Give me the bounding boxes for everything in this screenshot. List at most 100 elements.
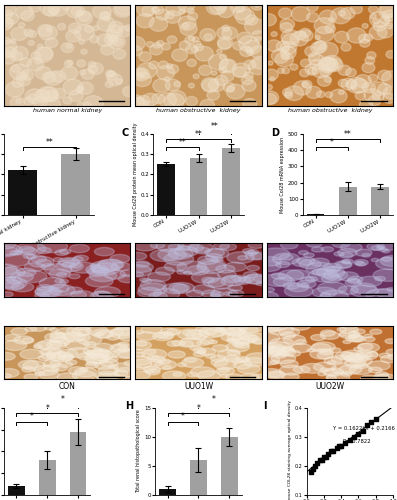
Circle shape [173, 372, 182, 376]
Circle shape [25, 89, 44, 104]
Circle shape [91, 264, 99, 268]
Circle shape [12, 78, 24, 88]
Circle shape [238, 330, 247, 334]
Circle shape [341, 350, 365, 360]
Text: D: D [271, 128, 279, 138]
Circle shape [237, 364, 260, 374]
Circle shape [219, 368, 229, 372]
Circle shape [37, 289, 52, 295]
Circle shape [366, 352, 378, 356]
X-axis label: human normal kidney: human normal kidney [33, 108, 102, 114]
Circle shape [35, 90, 50, 102]
Circle shape [75, 334, 90, 341]
Circle shape [349, 335, 363, 342]
Bar [190, 460, 207, 495]
Circle shape [85, 354, 109, 364]
Circle shape [60, 280, 69, 283]
Text: *: * [197, 404, 200, 412]
Circle shape [233, 361, 252, 369]
Circle shape [162, 43, 170, 50]
Circle shape [46, 28, 52, 32]
Circle shape [314, 362, 336, 372]
Circle shape [382, 257, 392, 262]
Circle shape [4, 282, 24, 290]
Circle shape [167, 64, 179, 74]
Circle shape [320, 368, 328, 371]
Circle shape [164, 77, 170, 82]
Circle shape [146, 42, 153, 47]
Circle shape [0, 268, 20, 278]
Circle shape [306, 86, 321, 99]
Circle shape [122, 264, 151, 277]
Circle shape [347, 78, 367, 93]
Circle shape [384, 86, 397, 100]
Circle shape [245, 18, 265, 34]
Circle shape [380, 2, 397, 17]
Circle shape [63, 79, 83, 95]
Circle shape [21, 10, 34, 21]
Circle shape [168, 351, 185, 358]
Circle shape [307, 2, 318, 12]
Circle shape [220, 244, 237, 250]
Circle shape [253, 276, 266, 281]
Circle shape [243, 248, 254, 254]
Circle shape [46, 350, 66, 358]
Bar [8, 486, 25, 495]
Circle shape [266, 40, 281, 52]
Circle shape [235, 342, 249, 348]
Circle shape [260, 256, 282, 266]
Circle shape [86, 326, 108, 335]
Circle shape [211, 359, 228, 366]
Circle shape [338, 80, 348, 87]
Circle shape [349, 365, 372, 374]
Circle shape [196, 350, 206, 354]
Circle shape [110, 328, 134, 338]
Circle shape [113, 49, 126, 59]
Circle shape [137, 288, 161, 298]
Text: *: * [45, 404, 49, 412]
Circle shape [348, 354, 368, 362]
Circle shape [371, 258, 379, 262]
Circle shape [272, 354, 296, 364]
Circle shape [221, 71, 234, 82]
Circle shape [118, 342, 129, 346]
Circle shape [1, 292, 13, 297]
Circle shape [71, 6, 85, 16]
Circle shape [107, 334, 120, 340]
Point [355, 430, 362, 438]
Point [322, 453, 329, 461]
Circle shape [193, 284, 215, 294]
Circle shape [206, 328, 227, 336]
Circle shape [318, 76, 331, 86]
Bar [61, 154, 91, 214]
Circle shape [172, 284, 190, 292]
Circle shape [137, 62, 157, 78]
Circle shape [256, 261, 281, 272]
Circle shape [41, 290, 68, 302]
Circle shape [267, 346, 287, 354]
Circle shape [386, 50, 395, 58]
Circle shape [28, 94, 38, 102]
Circle shape [334, 252, 344, 256]
Circle shape [248, 59, 268, 74]
Circle shape [304, 253, 314, 258]
Circle shape [144, 101, 154, 109]
Circle shape [76, 87, 83, 93]
Circle shape [315, 41, 326, 50]
Circle shape [193, 348, 206, 353]
Point [310, 465, 317, 473]
Circle shape [179, 41, 191, 50]
Circle shape [301, 364, 324, 373]
Circle shape [308, 52, 320, 62]
Circle shape [118, 274, 137, 282]
Circle shape [279, 365, 303, 375]
Circle shape [113, 327, 134, 336]
Circle shape [35, 59, 41, 64]
Circle shape [267, 326, 279, 332]
Circle shape [87, 354, 108, 364]
Circle shape [205, 354, 216, 358]
Circle shape [113, 2, 132, 17]
Circle shape [75, 11, 93, 25]
Circle shape [383, 10, 397, 22]
Circle shape [105, 81, 113, 87]
